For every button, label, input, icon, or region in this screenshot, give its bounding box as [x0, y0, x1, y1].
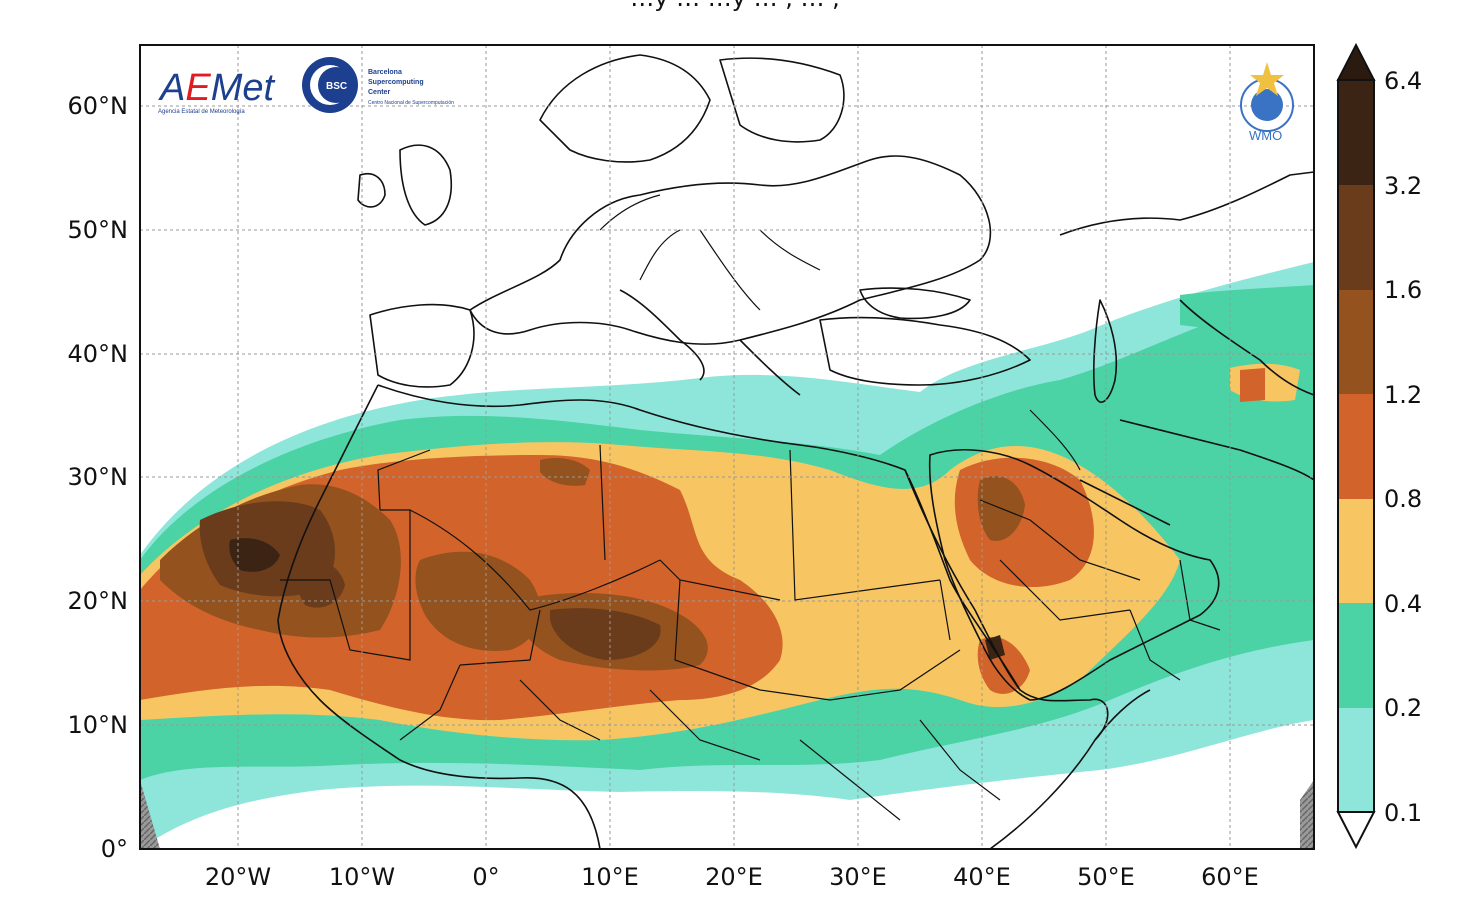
- lon-tick-label: 30°E: [829, 863, 887, 891]
- svg-text:AEMet: AEMet: [158, 67, 276, 109]
- colorbar-tick-label: 0.8: [1384, 485, 1422, 513]
- lon-tick-label: 10°E: [581, 863, 639, 891]
- lon-tick-label: 0°: [472, 863, 499, 891]
- lat-tick-label: 0°: [101, 835, 128, 863]
- colorbar-tick-label: 0.1: [1384, 799, 1422, 827]
- svg-text:Supercomputing: Supercomputing: [368, 79, 424, 86]
- lat-tick-label: 40°N: [68, 340, 129, 368]
- colorbar: 6.4 3.2 1.6 1.2 0.8 0.4 0.2 0.1: [1336, 42, 1422, 850]
- latitude-axis: 60°N 50°N 40°N 30°N 20°N 10°N 0°: [68, 92, 129, 863]
- colorbar-band-0.2-0.4: [1338, 603, 1374, 708]
- gridlines: [140, 45, 1314, 849]
- colorbar-band-1.2-1.6: [1338, 290, 1374, 394]
- colorbar-band-0.4-0.8: [1338, 499, 1374, 603]
- lat-tick-label: 20°N: [68, 587, 129, 615]
- map-title-partial: …y … …y … , … ,: [630, 0, 839, 12]
- map-plot-area: AEMet Agencia Estatal de Meteorología BS…: [140, 45, 1314, 849]
- no-data-hatch: [140, 780, 160, 849]
- svg-text:BSC: BSC: [326, 81, 347, 92]
- svg-text:Center: Center: [368, 89, 390, 96]
- no-data-hatch-right: [1300, 780, 1314, 849]
- lon-tick-label: 10°W: [329, 863, 395, 891]
- colorbar-band-0.1-0.2: [1338, 708, 1374, 812]
- dust-field-1.6: [199, 501, 661, 660]
- colorbar-tick-label: 0.4: [1384, 590, 1422, 618]
- colorbar-bottom-extend: [1336, 811, 1376, 850]
- colorbar-band-1.6-3.2: [1338, 185, 1374, 290]
- svg-text:Centro Nacional de Supercomput: Centro Nacional de Supercomputación: [368, 100, 454, 106]
- colorbar-top-extend: [1336, 42, 1376, 81]
- lon-tick-label: 20°E: [705, 863, 763, 891]
- svg-text:Agencia Estatal de Meteorologí: Agencia Estatal de Meteorología: [158, 109, 245, 115]
- svg-text:Barcelona: Barcelona: [368, 69, 402, 76]
- map-frame: [139, 44, 1315, 850]
- svg-text:WMO: WMO: [1249, 128, 1282, 143]
- lon-tick-label: 50°E: [1077, 863, 1135, 891]
- aemet-logo: AEMet Agencia Estatal de Meteorología: [158, 67, 276, 115]
- longitude-axis: 20°W 10°W 0° 10°E 20°E 30°E 40°E 50°E 60…: [205, 863, 1259, 891]
- wmo-logo: WMO: [1240, 62, 1294, 143]
- lon-tick-label: 20°W: [205, 863, 271, 891]
- coastlines: [277, 54, 1314, 849]
- colorbar-tick-label: 3.2: [1384, 172, 1422, 200]
- colorbar-tick-label: 1.6: [1384, 276, 1422, 304]
- colorbar-tick-label: 0.2: [1384, 694, 1422, 722]
- lat-tick-label: 10°N: [68, 711, 129, 739]
- colorbar-band-0.8-1.2: [1338, 394, 1374, 499]
- country-borders: [280, 194, 1221, 821]
- bsc-logo: BSC Barcelona Supercomputing Center Cent…: [302, 57, 454, 113]
- colorbar-band-3.2-6.4: [1338, 80, 1374, 185]
- lon-tick-label: 60°E: [1201, 863, 1259, 891]
- lat-tick-label: 60°N: [68, 92, 129, 120]
- colorbar-tick-label: 6.4: [1384, 67, 1422, 95]
- lat-tick-label: 50°N: [68, 216, 129, 244]
- lat-tick-label: 30°N: [68, 463, 129, 491]
- colorbar-tick-label: 1.2: [1384, 381, 1422, 409]
- lon-tick-label: 40°E: [953, 863, 1011, 891]
